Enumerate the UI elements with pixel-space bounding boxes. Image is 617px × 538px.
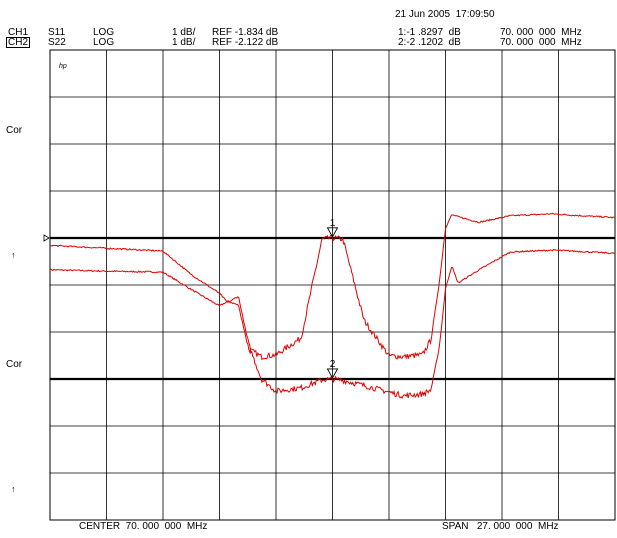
cor-label-ch1: Cor — [6, 125, 23, 136]
ch2-param: S22 — [48, 37, 66, 48]
marker-2-triangle-icon[interactable] — [326, 368, 339, 379]
ch1-marker-value: 1:-1 .8297 dB — [398, 27, 461, 38]
ch1-param: S11 — [48, 27, 66, 38]
cor-label-ch2: Cor — [6, 359, 23, 370]
ch1-ref: REF -1.834 dB — [212, 27, 279, 38]
ch2-ref: REF -2.122 dB — [212, 37, 279, 48]
ch1-marker-freq: 70. 000 000 MHz — [500, 27, 582, 38]
span-frequency[interactable]: SPAN 27. 000 000 MHz — [442, 521, 559, 532]
ch2-label[interactable]: CH2 — [6, 37, 31, 48]
reference-pointer-icon — [43, 234, 50, 242]
hp-logo: hp — [59, 63, 67, 70]
ch1-scale: 1 dB/ — [172, 27, 196, 38]
markers: 12 — [326, 218, 339, 379]
marker-2-label: 2 — [330, 359, 336, 370]
trace-ch1 — [49, 212, 616, 361]
up-arrow-icon-ch2: ↑ — [11, 484, 16, 494]
ch1-format: LOG — [93, 27, 115, 38]
reference-lines — [43, 234, 615, 381]
center-frequency[interactable]: CENTER 70. 000 000 MHz — [79, 521, 208, 532]
ch2-format: LOG — [93, 37, 115, 48]
graticule — [49, 49, 616, 521]
up-arrow-icon-ch1: ↑ — [11, 250, 16, 260]
marker-1-label: 1 — [330, 218, 336, 229]
marker-1-triangle-icon[interactable] — [326, 227, 339, 238]
ch2-scale: 1 dB/ — [172, 37, 196, 48]
ch2-marker-value: 2:-2 .1202 dB — [398, 37, 461, 48]
timestamp: 21 Jun 2005 17:09:50 — [395, 9, 495, 20]
ch1-label[interactable]: CH1 — [8, 27, 29, 38]
ch2-marker-freq: 70. 000 000 MHz — [500, 37, 582, 48]
